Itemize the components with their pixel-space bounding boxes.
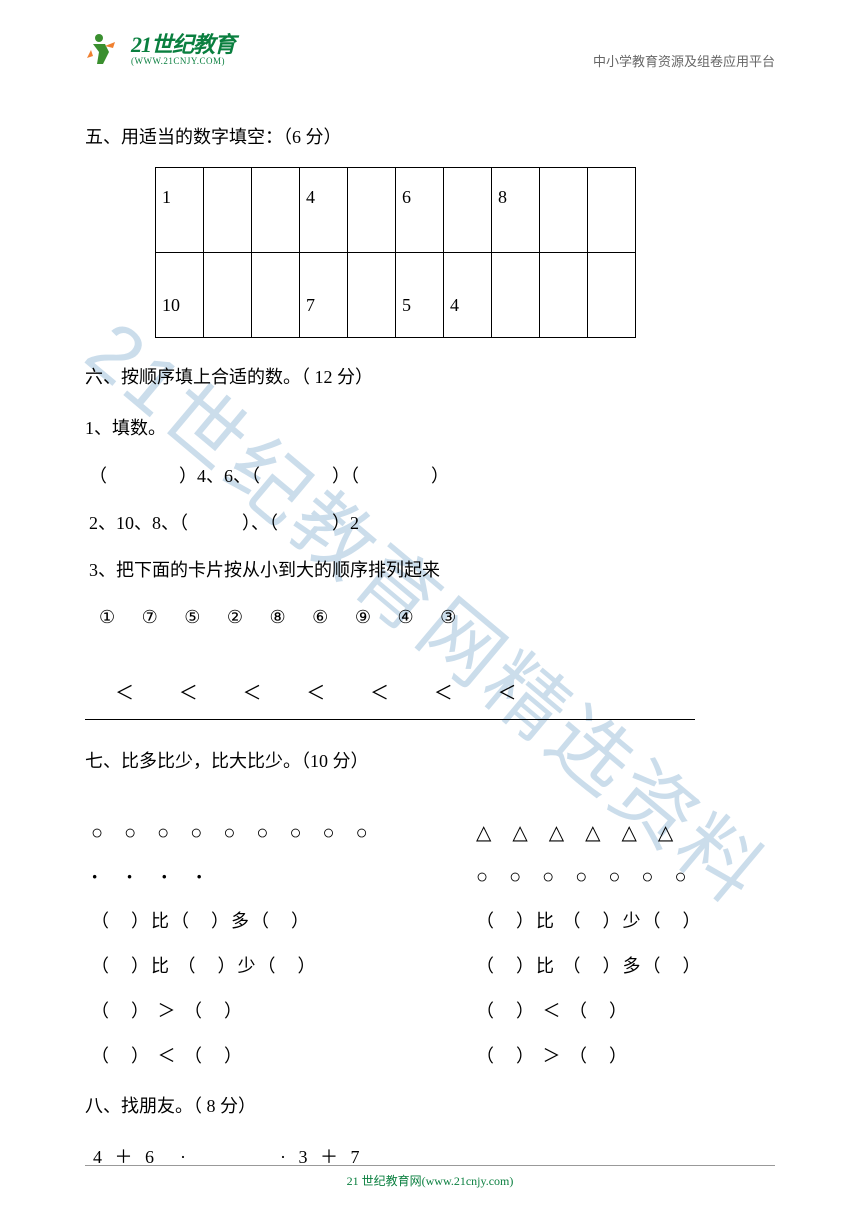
page-header: 21世纪教育 (WWW.21CNJY.COM) 中小学教育资源及组卷应用平台 bbox=[85, 30, 775, 76]
logo-text: 21世纪教育 (WWW.21CNJY.COM) bbox=[131, 33, 235, 67]
circled-numbers: ① ⑦ ⑤ ② ⑧ ⑥ ⑨ ④ ③ bbox=[85, 596, 775, 639]
page-footer: 21 世纪教育网(www.21cnjy.com) bbox=[85, 1165, 775, 1189]
page: 21世纪教育 (WWW.21CNJY.COM) 中小学教育资源及组卷应用平台 五… bbox=[0, 0, 860, 1219]
cell[interactable] bbox=[348, 253, 396, 338]
compare-line[interactable]: （ ） ＞ （ ） bbox=[85, 989, 390, 1034]
less-than-row[interactable]: ＜ ＜ ＜ ＜ ＜ ＜ ＜ bbox=[85, 671, 695, 720]
cell[interactable]: 5 bbox=[396, 253, 444, 338]
cell[interactable] bbox=[540, 168, 588, 253]
cell[interactable] bbox=[588, 253, 636, 338]
compare-line[interactable]: （ ）比 （ ）多（ ） bbox=[470, 944, 775, 989]
q1-line[interactable]: （ ）4、6、（ ）（ ） bbox=[85, 455, 775, 498]
compare-line[interactable]: （ ） ＞ （ ） bbox=[470, 1034, 775, 1079]
cell[interactable] bbox=[252, 253, 300, 338]
logo-main-text: 21世纪教育 bbox=[131, 33, 235, 57]
section8-title: 八、找朋友。（ 8 分） bbox=[85, 1085, 775, 1128]
dots-row: · · · · bbox=[85, 855, 390, 899]
triangles-row: △ △ △ △ △ △ bbox=[470, 811, 775, 855]
header-right-text: 中小学教育资源及组卷应用平台 bbox=[593, 51, 775, 70]
shapes-left-col: ○ ○ ○ ○ ○ ○ ○ ○ ○ · · · · （ ）比（ ）多（ ） （ … bbox=[85, 811, 390, 1079]
compare-line[interactable]: （ ） ＜ （ ） bbox=[470, 989, 775, 1034]
q2-line[interactable]: 2、10、8、（ ）、（ ）2 bbox=[85, 502, 775, 545]
table-row: 1 4 6 8 bbox=[156, 168, 636, 253]
cell[interactable]: 4 bbox=[444, 253, 492, 338]
circles-row: ○ ○ ○ ○ ○ ○ ○ ○ ○ bbox=[85, 811, 390, 855]
section7-title: 七、比多比少，比大比少。（10 分） bbox=[85, 740, 775, 783]
shapes-section: ○ ○ ○ ○ ○ ○ ○ ○ ○ · · · · （ ）比（ ）多（ ） （ … bbox=[85, 811, 775, 1079]
q1-label: 1、填数。 bbox=[85, 407, 775, 450]
cell[interactable] bbox=[348, 168, 396, 253]
logo: 21世纪教育 (WWW.21CNJY.COM) bbox=[85, 30, 235, 70]
content: 五、用适当的数字填空：（6 分） 1 4 6 8 10 7 5 bbox=[85, 116, 775, 1179]
section5-title: 五、用适当的数字填空：（6 分） bbox=[85, 116, 775, 159]
cell[interactable] bbox=[492, 253, 540, 338]
section6-title: 六、按顺序填上合适的数。（ 12 分） bbox=[85, 356, 775, 399]
table-row: 10 7 5 4 bbox=[156, 253, 636, 338]
cell[interactable] bbox=[204, 253, 252, 338]
logo-sub-text: (WWW.21CNJY.COM) bbox=[131, 57, 235, 67]
cell[interactable]: 4 bbox=[300, 168, 348, 253]
q3-label: 3、把下面的卡片按从小到大的顺序排列起来 bbox=[85, 549, 775, 592]
cell[interactable]: 6 bbox=[396, 168, 444, 253]
cell[interactable] bbox=[588, 168, 636, 253]
compare-line[interactable]: （ ）比 （ ）少（ ） bbox=[470, 899, 775, 944]
cell[interactable] bbox=[444, 168, 492, 253]
number-table: 1 4 6 8 10 7 5 4 bbox=[155, 167, 636, 338]
compare-line[interactable]: （ ）比 （ ）少（ ） bbox=[85, 944, 390, 989]
cell[interactable]: 7 bbox=[300, 253, 348, 338]
shapes-right-col: △ △ △ △ △ △ ○ ○ ○ ○ ○ ○ ○ （ ）比 （ ）少（ ） （… bbox=[470, 811, 775, 1079]
circles-row: ○ ○ ○ ○ ○ ○ ○ bbox=[470, 855, 775, 899]
cell[interactable]: 8 bbox=[492, 168, 540, 253]
cell[interactable] bbox=[252, 168, 300, 253]
logo-icon bbox=[85, 30, 125, 70]
compare-line[interactable]: （ ）比（ ）多（ ） bbox=[85, 899, 390, 944]
compare-line[interactable]: （ ） ＜ （ ） bbox=[85, 1034, 390, 1079]
cell[interactable] bbox=[540, 253, 588, 338]
cell[interactable] bbox=[204, 168, 252, 253]
cell[interactable]: 10 bbox=[156, 253, 204, 338]
cell[interactable]: 1 bbox=[156, 168, 204, 253]
